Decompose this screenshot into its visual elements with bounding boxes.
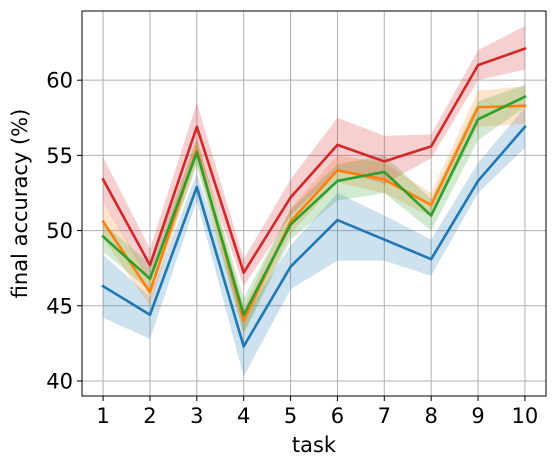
series-3-line [101, 94, 527, 317]
x-tick-label: 6 [331, 404, 344, 428]
y-tick-label: 55 [46, 144, 73, 168]
series-lines [101, 46, 527, 348]
y-tick-label: 60 [46, 69, 73, 93]
x-tick-label: 1 [96, 404, 109, 428]
y-tick-label: 40 [46, 369, 73, 393]
x-tick-label: 2 [143, 404, 156, 428]
series-2-line [101, 104, 527, 323]
x-tick-label: 4 [237, 404, 250, 428]
x-axis-ticks: 1 2 3 4 5 6 7 8 9 10 [96, 396, 538, 428]
x-tick-label: 10 [512, 404, 539, 428]
plot-frame [81, 10, 547, 397]
y-axis-ticks: 40 45 50 55 60 [46, 69, 82, 393]
y-tick-label: 45 [46, 294, 73, 318]
series-1-line [101, 124, 527, 348]
series-2-band [103, 86, 525, 333]
x-tick-label: 9 [471, 404, 484, 428]
y-tick-label: 50 [46, 219, 73, 243]
series-4-line [101, 46, 527, 274]
series-4-band [103, 26, 525, 287]
y-axis-label: final accuracy (%) [8, 109, 32, 299]
x-tick-label: 3 [190, 404, 203, 428]
x-tick-label: 7 [378, 404, 391, 428]
x-tick-label: 5 [284, 404, 297, 428]
x-tick-label: 8 [424, 404, 437, 428]
x-axis-label: task [292, 433, 337, 457]
series-3-band [103, 84, 525, 335]
grid [82, 11, 546, 396]
